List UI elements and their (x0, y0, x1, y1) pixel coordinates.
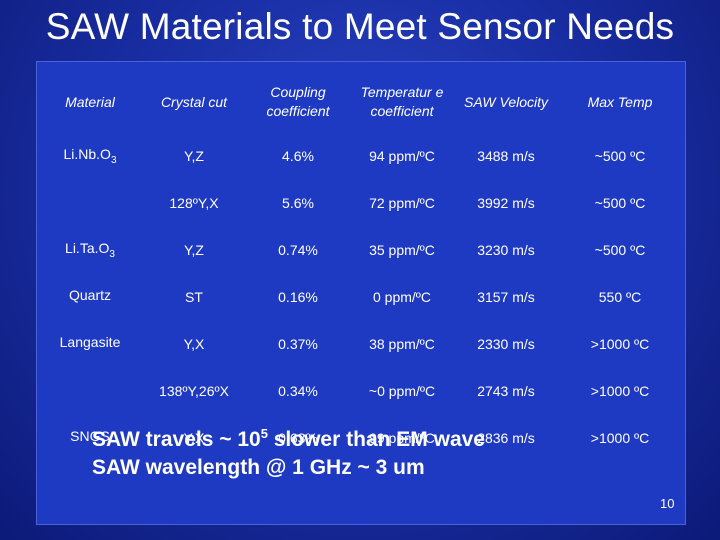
cell-temp-coeff: 72 ppm/ºC (369, 194, 435, 211)
table-header-row: Material Crystal cut Coupling coefficien… (38, 72, 682, 132)
cell-material (38, 367, 142, 414)
cell-crystal-cut: Y,X (183, 335, 205, 352)
header-crystal-cut: Crystal cut (160, 93, 228, 110)
cell-material: Li.Ta.O3 (65, 239, 115, 260)
cell-max-temp: ~500 ºC (594, 147, 646, 164)
header-temperature-coefficient: Temperatur e coefficient (360, 84, 444, 119)
header-saw-velocity: SAW Velocity (463, 93, 549, 110)
cell-crystal-cut: Y,Z (184, 241, 204, 258)
cell-coupling: 0.34% (278, 382, 318, 399)
cell-crystal-cut: 128ºY,X (169, 194, 219, 211)
cell-temp-coeff: ~0 ppm/ºC (368, 382, 436, 399)
cell-crystal-cut: Y,Z (184, 147, 204, 164)
cell-max-temp: >1000 ºC (590, 335, 650, 352)
table-row: SNGS Y,X 0.63% 99 ppm/ºC 2836 m/s >1000 ºC (38, 414, 682, 461)
cell-coupling: 5.6% (282, 194, 314, 211)
header-coupling-coefficient: Coupling coefficient (266, 84, 330, 119)
cell-material: Quartz (68, 286, 111, 303)
cell-temp-coeff: 94 ppm/ºC (369, 147, 435, 164)
table-panel (36, 61, 686, 525)
cell-coupling: 0.74% (278, 241, 318, 258)
cell-material: Langasite (59, 333, 121, 350)
table-row: 128ºY,X 5.6% 72 ppm/ºC 3992 m/s ~500 ºC (38, 179, 682, 226)
cell-max-temp: >1000 ºC (590, 429, 650, 446)
cell-coupling: 0.37% (278, 335, 318, 352)
cell-velocity: 3157 m/s (477, 288, 535, 305)
cell-velocity: 3488 m/s (477, 147, 535, 164)
materials-table: Material Crystal cut Coupling coefficien… (38, 72, 682, 461)
cell-crystal-cut: 138ºY,26ºX (159, 382, 229, 399)
slide-title: SAW Materials to Meet Sensor Needs (45, 6, 675, 47)
cell-velocity: 2330 m/s (477, 335, 535, 352)
cell-temp-coeff: 38 ppm/ºC (369, 335, 435, 352)
table-row: Quartz ST 0.16% 0 ppm/ºC 3157 m/s 550 ºC (38, 273, 682, 320)
cell-coupling: 4.6% (282, 147, 314, 164)
cell-max-temp: >1000 ºC (590, 382, 650, 399)
cell-velocity: 2743 m/s (477, 382, 535, 399)
table-row: Li.Nb.O3 Y,Z 4.6% 94 ppm/ºC 3488 m/s ~500 ºC (38, 132, 682, 179)
cell-material: SNGS (70, 427, 110, 444)
header-max-temp: Max Temp (587, 93, 653, 110)
cell-material: Li.Nb.O3 (63, 145, 117, 166)
page-number: 10 (660, 496, 675, 511)
cell-max-temp: ~500 ºC (594, 194, 646, 211)
table-row: 138ºY,26ºX 0.34% ~0 ppm/ºC 2743 m/s >1000 ºC (38, 367, 682, 414)
cell-crystal-cut: ST (185, 288, 203, 305)
cell-max-temp: 550 ºC (598, 288, 642, 305)
note-line-2: SAW wavelength @ 1 GHz ~ 3 um (92, 456, 425, 479)
table-row: Li.Ta.O3 Y,Z 0.74% 35 ppm/ºC 3230 m/s ~500 ºC (38, 226, 682, 273)
table-row: Langasite Y,X 0.37% 38 ppm/ºC 2330 m/s >1000 … (38, 320, 682, 367)
cell-temp-coeff: 0 ppm/ºC (372, 288, 432, 305)
cell-max-temp: ~500 ºC (594, 241, 646, 258)
cell-temp-coeff: 35 ppm/ºC (369, 241, 435, 258)
cell-crystal-cut: Y,X (183, 429, 205, 446)
note-line-1: SAW travels ~ 105 slower than EM wave (92, 426, 485, 451)
notes: SAW travels ~ 105 slower than EM wave SA… (92, 420, 485, 482)
cell-temp-coeff: 99 ppm/ºC (369, 429, 435, 446)
cell-coupling: 0.63% (278, 429, 318, 446)
header-material: Material (65, 93, 115, 110)
cell-coupling: 0.16% (278, 288, 318, 305)
cell-velocity: 2836 m/s (477, 429, 535, 446)
cell-velocity: 3992 m/s (477, 194, 535, 211)
cell-velocity: 3230 m/s (477, 241, 535, 258)
cell-material (38, 179, 142, 226)
